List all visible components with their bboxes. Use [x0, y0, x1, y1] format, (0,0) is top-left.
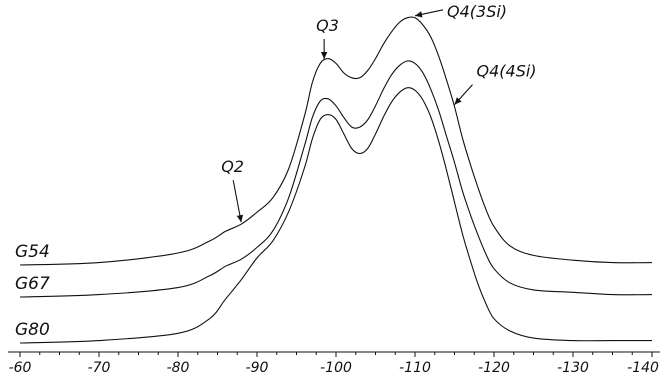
annotation-arrowhead-q2	[236, 214, 244, 223]
series-line-g54	[19, 16, 653, 266]
series-label-layer: G54 G67 G80	[15, 242, 50, 340]
series-label-g54: G54	[15, 242, 50, 262]
series-label-g67: G67	[15, 274, 50, 294]
series-label-g80: G80	[15, 320, 50, 340]
x-tick-label: -90	[246, 360, 269, 376]
annotation-label-q2: Q2	[221, 157, 244, 176]
annotation-label-q4-4si: Q4(4Si)	[477, 62, 537, 81]
series-layer	[19, 16, 653, 344]
x-tick-label: -100	[320, 360, 352, 376]
x-tick-label: -70	[88, 360, 111, 376]
x-tick-label: -120	[478, 360, 510, 376]
x-tick-label: -110	[399, 360, 431, 376]
series-line-g67	[19, 60, 653, 298]
annotation-arrowhead-q4-4si	[454, 97, 462, 105]
annotation-layer: Q2 Q3 Q4(3Si) Q4(4Si)	[221, 2, 537, 223]
series-line-g80	[19, 87, 652, 344]
annotation-label-q4-3si: Q4(3Si)	[447, 2, 507, 21]
x-tick-label: -80	[167, 360, 190, 376]
x-tick-label: -130	[557, 360, 589, 376]
x-axis: -60 -70 -80 -90 -100 -110 -120 -130 -140	[8, 351, 660, 376]
x-tick-label: -140	[627, 360, 659, 376]
annotation-label-q3: Q3	[316, 16, 339, 35]
annotation-arrow-q2	[232, 180, 242, 223]
annotation-arrowhead-q3	[320, 52, 328, 59]
annotation-arrowhead-q4-3si	[415, 11, 423, 18]
x-tick-label: -60	[9, 360, 32, 376]
